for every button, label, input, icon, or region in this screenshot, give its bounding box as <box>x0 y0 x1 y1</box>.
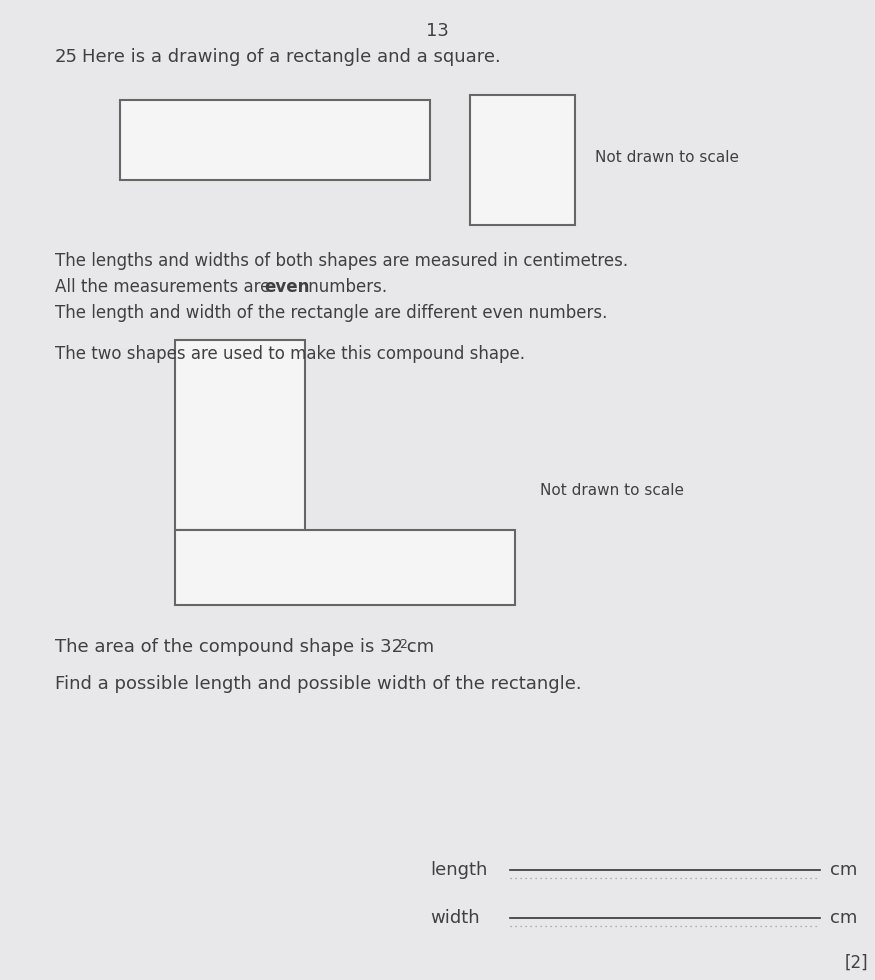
Text: numbers.: numbers. <box>303 278 387 296</box>
Text: Here is a drawing of a rectangle and a square.: Here is a drawing of a rectangle and a s… <box>82 48 500 66</box>
Bar <box>470 95 575 225</box>
Bar <box>175 340 305 530</box>
Text: 13: 13 <box>425 22 449 40</box>
Text: .: . <box>408 638 414 656</box>
Text: even: even <box>264 278 310 296</box>
Text: The lengths and widths of both shapes are measured in centimetres.: The lengths and widths of both shapes ar… <box>55 252 628 270</box>
Text: 25: 25 <box>55 48 78 66</box>
Text: cm: cm <box>830 861 858 879</box>
Text: length: length <box>430 861 487 879</box>
Text: 2: 2 <box>399 638 407 651</box>
Bar <box>175 530 515 605</box>
Text: Find a possible length and possible width of the rectangle.: Find a possible length and possible widt… <box>55 675 582 693</box>
Text: cm: cm <box>830 909 858 927</box>
Text: The length and width of the rectangle are different even numbers.: The length and width of the rectangle ar… <box>55 304 607 322</box>
Text: [2]: [2] <box>845 954 869 972</box>
Bar <box>120 100 430 180</box>
Text: All the measurements are: All the measurements are <box>55 278 276 296</box>
Text: Not drawn to scale: Not drawn to scale <box>595 150 739 165</box>
Text: The two shapes are used to make this compound shape.: The two shapes are used to make this com… <box>55 345 525 363</box>
Text: Not drawn to scale: Not drawn to scale <box>540 482 684 498</box>
Text: width: width <box>430 909 480 927</box>
Text: The area of the compound shape is 32 cm: The area of the compound shape is 32 cm <box>55 638 434 656</box>
